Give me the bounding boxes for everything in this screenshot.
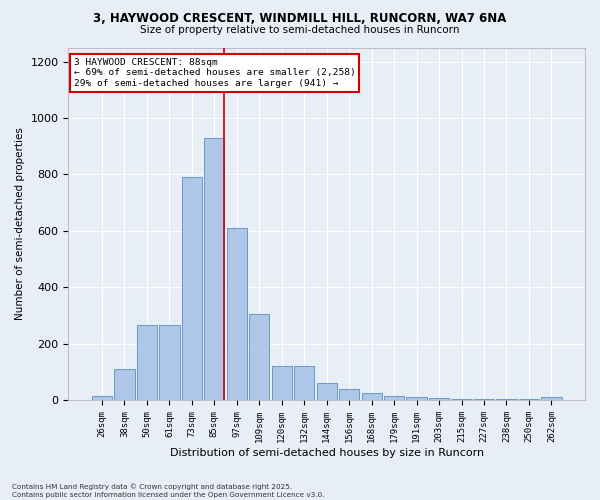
Y-axis label: Number of semi-detached properties: Number of semi-detached properties	[15, 128, 25, 320]
Text: Contains HM Land Registry data © Crown copyright and database right 2025.
Contai: Contains HM Land Registry data © Crown c…	[12, 484, 325, 498]
Text: 3, HAYWOOD CRESCENT, WINDMILL HILL, RUNCORN, WA7 6NA: 3, HAYWOOD CRESCENT, WINDMILL HILL, RUNC…	[94, 12, 506, 26]
Bar	[159, 325, 179, 400]
Bar	[474, 399, 494, 400]
Text: 3 HAYWOOD CRESCENT: 88sqm
← 69% of semi-detached houses are smaller (2,258)
29% : 3 HAYWOOD CRESCENT: 88sqm ← 69% of semi-…	[74, 58, 355, 88]
Bar	[272, 366, 292, 400]
Bar	[294, 366, 314, 400]
Bar	[541, 397, 562, 400]
Bar	[339, 388, 359, 400]
Bar	[182, 177, 202, 400]
Text: Size of property relative to semi-detached houses in Runcorn: Size of property relative to semi-detach…	[140, 25, 460, 35]
Bar	[137, 325, 157, 400]
Bar	[92, 396, 112, 400]
Bar	[249, 314, 269, 400]
Bar	[429, 398, 449, 400]
Bar	[406, 397, 427, 400]
Bar	[204, 138, 224, 400]
Bar	[115, 369, 134, 400]
Bar	[362, 393, 382, 400]
Bar	[317, 383, 337, 400]
Bar	[384, 396, 404, 400]
Bar	[227, 228, 247, 400]
Bar	[451, 398, 472, 400]
X-axis label: Distribution of semi-detached houses by size in Runcorn: Distribution of semi-detached houses by …	[170, 448, 484, 458]
